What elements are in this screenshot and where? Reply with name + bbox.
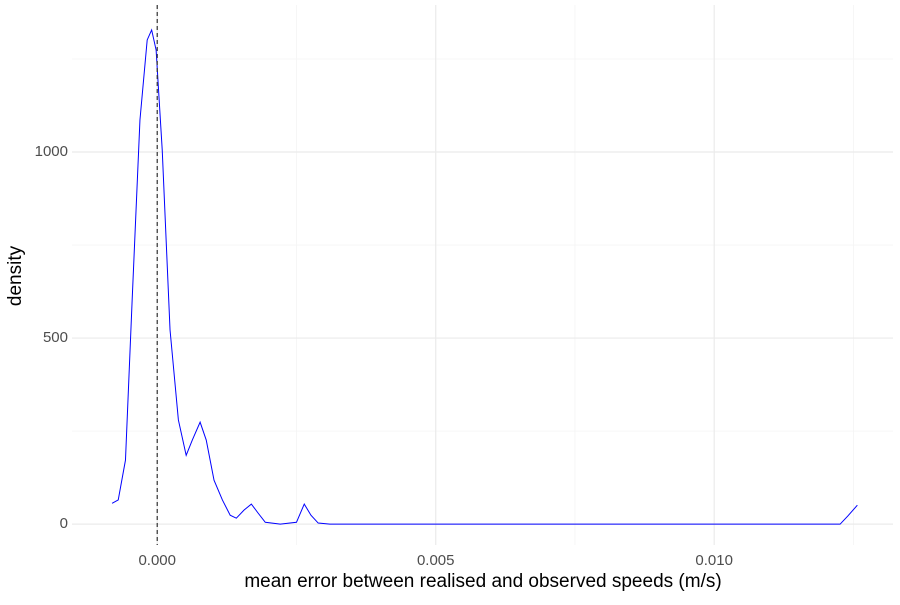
x-tick-label: 0.000 — [138, 552, 176, 569]
x-tick-label: 0.005 — [417, 552, 455, 569]
density-line — [111, 28, 858, 525]
y-axis-title: density — [5, 245, 26, 306]
x-axis-title: mean error between realised and observed… — [244, 571, 721, 592]
y-tick-label: 0 — [60, 515, 68, 532]
x-tick-label: 0.010 — [695, 552, 733, 569]
y-tick-label: 500 — [43, 329, 68, 346]
y-tick-label: 1000 — [35, 143, 68, 160]
